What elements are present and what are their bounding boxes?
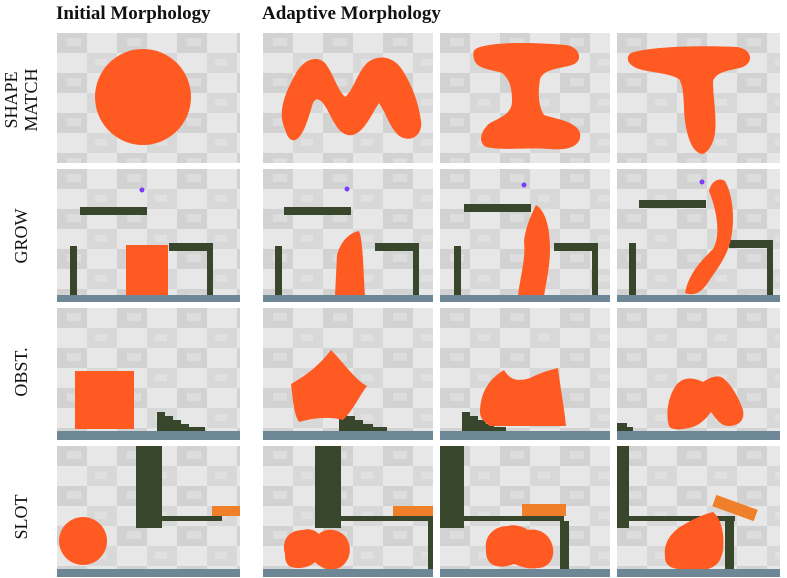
soft-body-deformed [667,376,744,430]
ground [263,431,433,440]
ledge-platform [284,207,351,215]
ground [617,295,780,302]
slot-arm [341,516,433,521]
target-dot [344,186,350,192]
right-bracket [554,243,598,296]
soft-body-growing [335,231,365,296]
panel-slot-1 [263,446,433,577]
slot-arm [629,516,735,521]
target-dot [139,187,145,193]
row-label-obstacle: OBST. [11,347,31,397]
ground [263,569,433,577]
stair-obstacle [462,412,506,432]
ground [57,569,240,577]
soft-body-deformed [283,529,350,570]
right-bracket [375,243,419,296]
slot-lid [522,504,566,516]
ground [57,295,240,302]
ground [263,295,433,302]
soft-body-deformed [485,525,554,569]
slot-lid [712,494,758,522]
panel-slot-2 [440,446,610,577]
panel-obstacle-2 [440,308,610,440]
left-post [70,246,77,296]
panel-grow-3 [617,169,780,302]
row-label-match: MATCH [21,68,41,132]
ground [617,431,780,440]
soft-body-growing [518,205,550,296]
panel-grow-initial [57,169,240,302]
row-label-shape: SHAPE [1,71,21,129]
soft-body-circle [95,49,191,145]
ledge-platform [80,207,147,215]
slot-wall-block [315,446,341,528]
panel-slot-initial [57,446,240,577]
slot-lid [212,506,240,516]
target-dot [699,179,705,185]
right-bracket [729,240,773,296]
stair-obstacle [339,412,387,432]
slot-wall-block [136,446,162,528]
left-post [629,243,636,296]
soft-body-m-shape [281,57,422,141]
slot-post [428,521,433,569]
panel-obstacle-3 [617,308,780,440]
slot-wall-block [617,446,629,528]
slot-post [560,521,569,569]
soft-body-growing [685,179,733,295]
row-label-slot: SLOT [11,494,31,540]
stair-obstacle [617,423,633,432]
panel-slot-3 [617,446,780,577]
slot-arm [464,516,564,521]
soft-body-t-shape [627,46,751,154]
soft-body-circle [59,517,107,565]
soft-body-i-shape [473,43,581,150]
ground [57,431,240,440]
right-bracket [169,243,213,296]
panel-shape-i [440,33,610,163]
row-label-grow: GROW [11,208,31,264]
slot-wall-block [440,446,464,528]
initial-morphology-header: Initial Morphology [56,3,211,24]
panel-obstacle-1 [263,308,433,440]
slot-lid [393,506,433,516]
ground [617,569,780,577]
panel-grow-1 [263,169,433,302]
soft-body-deformed [480,368,566,426]
slot-arm [162,516,222,521]
ledge-platform [639,200,706,208]
panel-shape-initial [57,33,240,163]
adaptive-morphology-header: Adaptive Morphology [262,3,441,24]
stair-obstacle [157,412,205,432]
target-dot [521,182,527,188]
left-post [454,246,461,296]
ledge-platform [464,204,531,212]
soft-body-deformed [291,350,367,422]
left-post [275,246,282,296]
ground [440,295,610,302]
slot-post [725,521,734,569]
ground [440,569,610,577]
panel-obstacle-initial [57,308,240,440]
soft-body-square [126,245,168,296]
ground [440,431,610,440]
panel-shape-m [263,33,433,163]
soft-body-deformed [664,512,724,570]
row-label-shape-match: SHAPE MATCH [1,45,41,155]
soft-body-square [75,371,134,429]
panel-shape-t [617,33,780,163]
panel-grow-2 [440,169,610,302]
